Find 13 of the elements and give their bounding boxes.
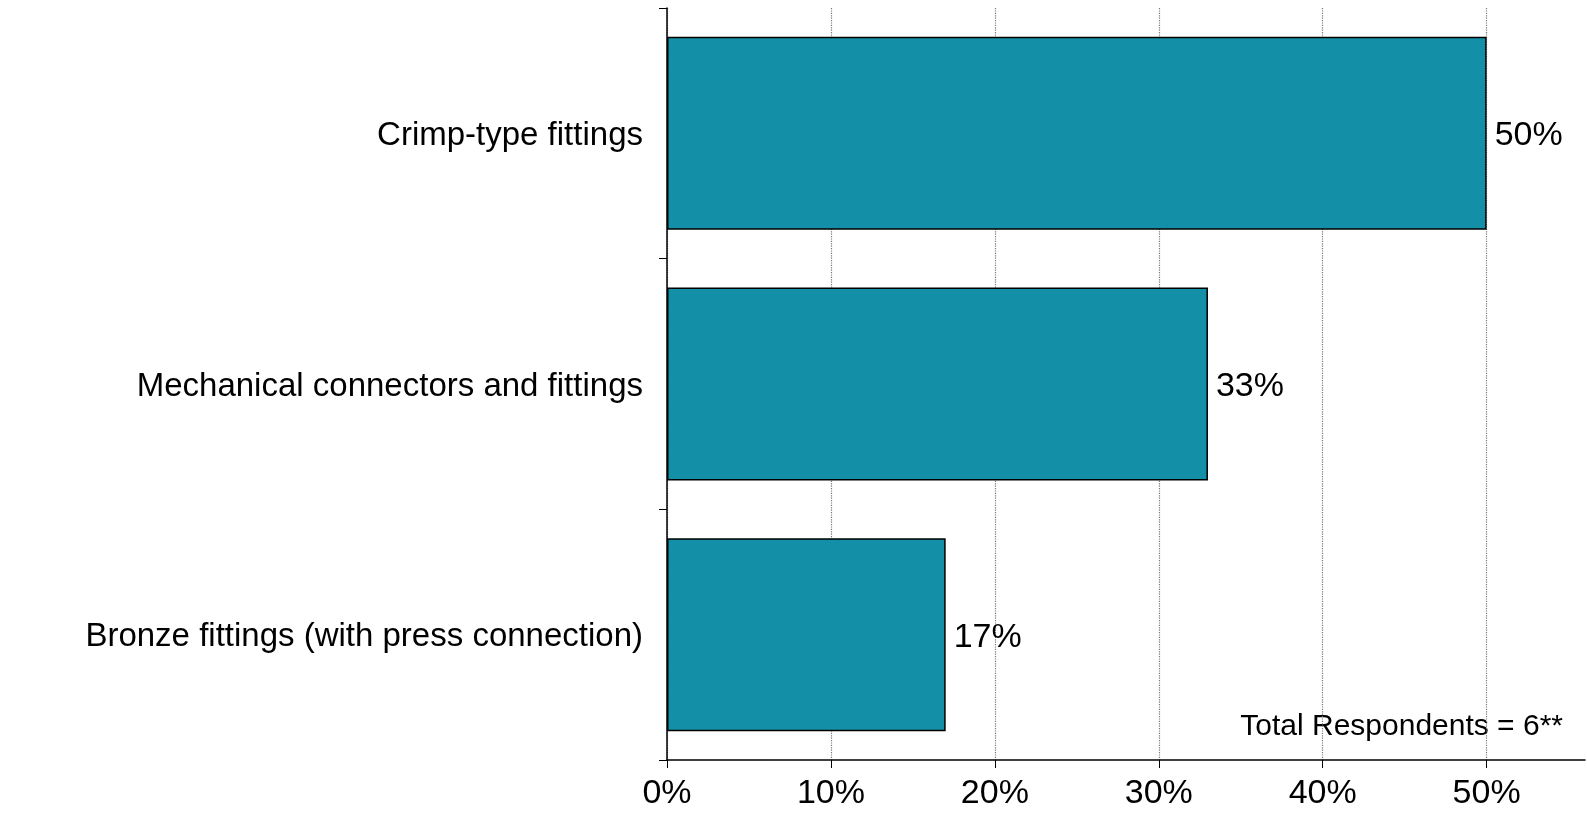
x-tick-label: 10%: [796, 772, 865, 810]
data-label: 33%: [1215, 365, 1285, 403]
data-label: 17%: [953, 615, 1022, 654]
x-tick-label: 20%: [960, 772, 1029, 810]
x-tick-label: 40%: [1288, 772, 1357, 810]
annotation: Total Respondents = 6**: [1240, 707, 1564, 741]
y-tick-label: Mechanical connectors and fittings: [136, 365, 643, 403]
x-tick-label: 30%: [1124, 772, 1193, 810]
x-tick-label: 50%: [1452, 772, 1521, 810]
data-label: 50%: [1494, 114, 1563, 153]
y-tick-label: Crimp-type fittings: [377, 114, 643, 152]
y-tick-label: Bronze fittings (with press connection): [85, 616, 643, 654]
x-tick-label: 0%: [642, 772, 692, 810]
